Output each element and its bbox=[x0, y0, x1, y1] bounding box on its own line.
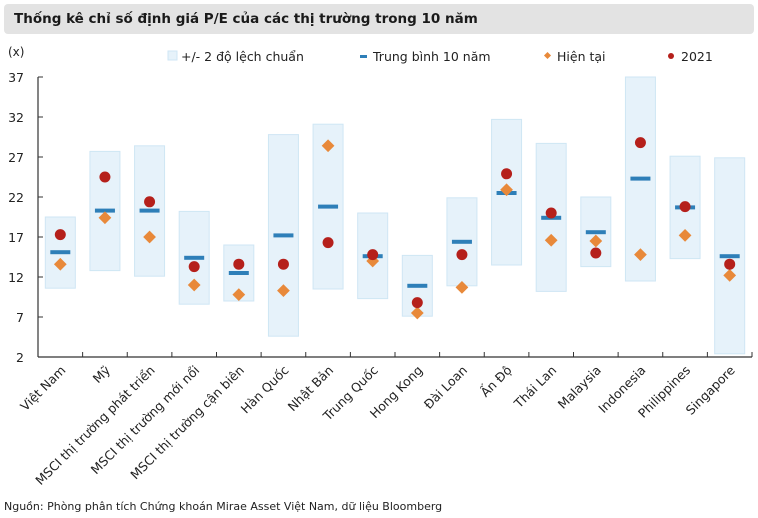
marker-2021 bbox=[545, 207, 557, 219]
mean-marker bbox=[585, 230, 606, 235]
x-tick-label: Việt Nam bbox=[17, 363, 68, 414]
mean-marker bbox=[50, 250, 71, 255]
current-marker bbox=[187, 278, 201, 292]
y-tick-label: 37 bbox=[8, 70, 24, 85]
marker-2021 bbox=[456, 249, 468, 261]
x-tick-label: Thái Lan bbox=[510, 363, 559, 412]
mean-marker bbox=[451, 239, 472, 244]
marker-2021 bbox=[277, 258, 289, 270]
legend-2021-swatch bbox=[668, 53, 674, 59]
y-tick-label: 22 bbox=[8, 190, 24, 205]
current-marker bbox=[143, 230, 156, 244]
mean-marker bbox=[184, 255, 205, 260]
marker-2021 bbox=[144, 196, 156, 208]
marker-2021 bbox=[367, 249, 379, 261]
x-tick-label: Singapore bbox=[683, 362, 738, 417]
x-tick-label: Đài Loan bbox=[421, 363, 470, 412]
legend-mean-swatch bbox=[360, 55, 367, 58]
y-tick-label: 7 bbox=[16, 310, 24, 325]
chart-title: Thống kê chỉ số định giá P/E của các thị… bbox=[14, 11, 478, 27]
mean-marker bbox=[228, 271, 249, 275]
legend-label: 2021 bbox=[681, 49, 713, 64]
marker-2021 bbox=[54, 229, 66, 241]
marker-2021 bbox=[679, 201, 691, 213]
title-bar: Thống kê chỉ số định giá P/E của các thị… bbox=[4, 4, 754, 34]
x-tick-label: Ấn Độ bbox=[477, 362, 515, 400]
y-tick-label: 2 bbox=[16, 350, 24, 365]
current-marker bbox=[277, 284, 290, 297]
mean-marker bbox=[94, 208, 115, 213]
marker-2021 bbox=[634, 137, 646, 149]
marker-2021 bbox=[724, 258, 736, 270]
mean-marker bbox=[318, 204, 339, 209]
y-tick-label: 27 bbox=[8, 150, 24, 165]
current-marker bbox=[321, 139, 335, 153]
current-marker bbox=[98, 211, 112, 225]
legend-label: Trung bình 10 năm bbox=[372, 49, 491, 64]
y-tick-label: 12 bbox=[8, 270, 24, 285]
mean-marker bbox=[273, 233, 294, 238]
y-tick-label: 32 bbox=[8, 110, 24, 125]
marker-2021 bbox=[501, 168, 513, 180]
marker-2021 bbox=[188, 261, 200, 273]
x-tick-label: Mỹ bbox=[90, 362, 114, 386]
current-marker bbox=[53, 257, 67, 271]
marker-2021 bbox=[99, 171, 111, 183]
source-note: Nguồn: Phòng phân tích Chứng khoán Mirae… bbox=[4, 500, 443, 513]
marker-2021 bbox=[322, 237, 334, 249]
current-marker bbox=[410, 306, 424, 320]
legend-label: Hiện tại bbox=[557, 49, 606, 64]
marker-2021 bbox=[233, 258, 245, 270]
current-marker bbox=[232, 288, 246, 301]
current-marker bbox=[455, 281, 469, 294]
mean-marker bbox=[407, 283, 428, 288]
x-tick-label: Hàn Quốc bbox=[238, 362, 292, 416]
y-tick-label: 17 bbox=[8, 230, 24, 245]
legend-label: +/- 2 độ lệch chuẩn bbox=[181, 49, 304, 64]
y-axis-label: (x) bbox=[8, 45, 24, 59]
mean-marker bbox=[719, 254, 740, 259]
legend-band-swatch bbox=[167, 50, 178, 61]
mean-marker bbox=[630, 176, 651, 181]
marker-2021 bbox=[411, 297, 423, 309]
legend-current-swatch bbox=[543, 51, 552, 60]
mean-marker bbox=[139, 208, 160, 213]
current-marker bbox=[500, 183, 513, 197]
marker-2021 bbox=[590, 247, 602, 259]
